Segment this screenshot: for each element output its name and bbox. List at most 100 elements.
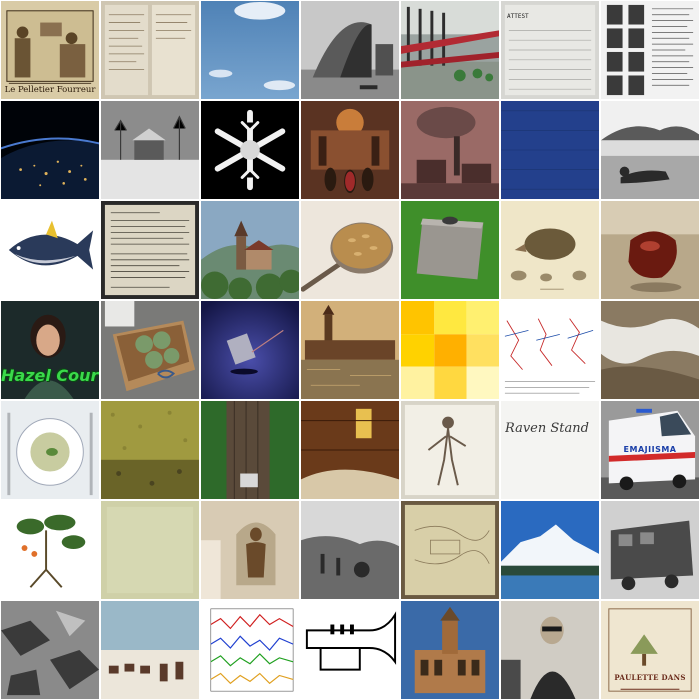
sky-image xyxy=(201,1,299,99)
reclining-man-image xyxy=(601,101,699,199)
tile-movie-poster[interactable]: Hazel Court xyxy=(0,300,100,400)
movie-poster-image xyxy=(1,301,99,399)
tile-vintage-poster[interactable]: PAULETTE DANS xyxy=(600,600,700,700)
tile-red-fence[interactable] xyxy=(400,0,500,100)
vegetable-box-image xyxy=(101,301,199,399)
engraving-shop-image xyxy=(1,1,99,99)
vintage-poster-caption: PAULETTE DANS xyxy=(614,673,686,682)
tile-blue-fabric[interactable] xyxy=(500,100,600,200)
tile-battlefield[interactable] xyxy=(300,500,400,600)
botanical-image xyxy=(1,501,99,599)
tile-tuna[interactable] xyxy=(0,200,100,300)
tile-jewel[interactable] xyxy=(200,300,300,400)
engraving-caption: Le Pelletier Fourreur xyxy=(4,85,96,95)
quonset-image xyxy=(301,1,399,99)
tile-cabin-interior[interactable] xyxy=(300,400,400,500)
tile-rock-rubble[interactable] xyxy=(0,600,100,700)
tile-anatomy[interactable] xyxy=(400,400,500,500)
statue-image xyxy=(201,501,299,599)
heatmap-image xyxy=(401,301,499,399)
tile-man-sunglasses[interactable] xyxy=(500,600,600,700)
soup-image xyxy=(1,401,99,499)
tile-reindeer[interactable] xyxy=(100,600,200,700)
ambulance-image xyxy=(601,401,699,499)
tile-man-reclining[interactable] xyxy=(600,100,700,200)
tile-grave-slab[interactable] xyxy=(400,200,500,300)
smoke-image xyxy=(401,101,499,199)
trumpet-image xyxy=(301,601,399,699)
tile-mountain-lake[interactable] xyxy=(500,500,600,600)
reindeer-image xyxy=(101,601,199,699)
grave-image xyxy=(401,201,499,299)
old-map-image xyxy=(401,501,499,599)
tile-soup-bowl[interactable] xyxy=(0,400,100,500)
handwriting-caption: Raven Stand xyxy=(505,421,589,436)
mountain-lake-image xyxy=(501,501,599,599)
line-chart-image xyxy=(201,601,299,699)
tile-handwritten-ledger[interactable] xyxy=(100,0,200,100)
tile-blue-sky[interactable] xyxy=(200,0,300,100)
river-town-image xyxy=(301,301,399,399)
tile-snowy-village[interactable] xyxy=(100,100,200,200)
church-image xyxy=(401,601,499,699)
locomotive-image xyxy=(601,501,699,599)
tile-castle[interactable] xyxy=(200,200,300,300)
tile-index-card[interactable]: ATTEST xyxy=(500,0,600,100)
tile-satellite-mountains[interactable] xyxy=(600,300,700,400)
tile-tree-trunk[interactable] xyxy=(200,400,300,500)
tile-scientific-figure[interactable] xyxy=(500,300,600,400)
tile-river-town[interactable] xyxy=(300,300,400,400)
tile-parchment[interactable] xyxy=(100,500,200,600)
tile-locomotive[interactable] xyxy=(600,500,700,600)
hedgehog-image xyxy=(501,201,599,299)
rubble-image xyxy=(1,601,99,699)
tile-snowflake[interactable] xyxy=(200,100,300,200)
fabric-image xyxy=(501,101,599,199)
tile-oats[interactable] xyxy=(300,200,400,300)
tile-industrial-smoke[interactable] xyxy=(400,100,500,200)
tile-engraving-shop[interactable]: Le Pelletier Fourreur xyxy=(0,0,100,100)
tile-yearbook[interactable] xyxy=(600,0,700,100)
tile-earth-night[interactable] xyxy=(0,100,100,200)
satellite-image xyxy=(601,301,699,399)
tile-amber-gem[interactable] xyxy=(600,200,700,300)
tuna-image xyxy=(1,201,99,299)
tile-handwriting[interactable]: Raven Stand xyxy=(500,400,600,500)
tile-line-chart[interactable] xyxy=(200,600,300,700)
tile-trumpet[interactable] xyxy=(300,600,400,700)
scientific-figure-image xyxy=(501,301,599,399)
battlefield-image xyxy=(301,501,399,599)
tile-quonset-hut[interactable] xyxy=(300,0,400,100)
tile-ambulance[interactable]: EMAJIISMA xyxy=(600,400,700,500)
fence-image xyxy=(401,1,499,99)
fantasy-painting-image xyxy=(301,101,399,199)
tile-fantasy-painting[interactable] xyxy=(300,100,400,200)
amber-image xyxy=(601,201,699,299)
tile-yellow-heatmap[interactable] xyxy=(400,300,500,400)
gravel-image xyxy=(101,401,199,499)
parchment-image xyxy=(101,501,199,599)
tile-old-map[interactable] xyxy=(400,500,500,600)
handwriting-image xyxy=(501,401,599,499)
tile-church[interactable] xyxy=(400,600,500,700)
oats-image xyxy=(301,201,399,299)
ambulance-caption: EMAJIISMA xyxy=(623,445,677,454)
vintage-poster-image xyxy=(601,601,699,699)
tile-saint-statue[interactable] xyxy=(200,500,300,600)
tile-typewritten[interactable] xyxy=(100,200,200,300)
snowy-village-image xyxy=(101,101,199,199)
tile-gravel[interactable] xyxy=(100,400,200,500)
anatomy-image xyxy=(401,401,499,499)
tile-vegetable-box[interactable] xyxy=(100,300,200,400)
typewritten-image xyxy=(101,201,199,299)
snowflake-image xyxy=(201,101,299,199)
tile-hedgehog[interactable] xyxy=(500,200,600,300)
tree-trunk-image xyxy=(201,401,299,499)
jewel-image xyxy=(201,301,299,399)
tile-botanical[interactable] xyxy=(0,500,100,600)
hazel-court-caption: Hazel Court xyxy=(1,366,99,385)
man-sunglasses-image xyxy=(501,601,599,699)
ledger-image xyxy=(101,1,199,99)
cabin-image xyxy=(301,401,399,499)
